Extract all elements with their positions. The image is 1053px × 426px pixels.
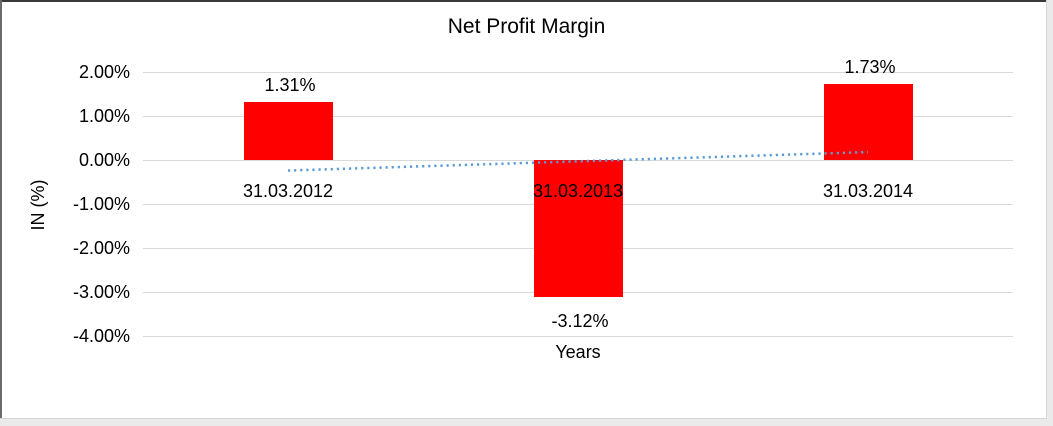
window-edge-right	[1046, 0, 1053, 419]
x-category-label: 31.03.2012	[242, 181, 334, 201]
data-label: -3.12%	[551, 311, 609, 331]
window-edge-top	[0, 0, 1053, 2]
gridline	[143, 72, 1013, 73]
data-label: 1.73%	[844, 57, 896, 77]
x-axis-title: Years	[555, 342, 601, 362]
y-tick-label: 2.00%	[78, 62, 130, 82]
chart-title: Net Profit Margin	[447, 15, 606, 38]
gridline	[143, 336, 1013, 337]
data-label: 1.31%	[264, 75, 316, 95]
y-tick-label: -2.00%	[72, 238, 130, 258]
window-edge-left	[0, 0, 2, 419]
bar-31.03.2013	[534, 160, 623, 297]
y-tick-label: -1.00%	[72, 194, 130, 214]
y-tick-label: -3.00%	[72, 282, 130, 302]
y-tick-label: 1.00%	[78, 106, 130, 126]
window-edge-bottom	[0, 418, 1053, 426]
y-tick-label: -4.00%	[72, 326, 130, 346]
gridline	[143, 116, 1013, 117]
bar-31.03.2012	[244, 102, 333, 160]
x-category-label: 31.03.2013	[532, 181, 624, 201]
y-tick-label: 0.00%	[78, 150, 130, 170]
x-category-label: 31.03.2014	[822, 181, 914, 201]
bar-31.03.2014	[824, 84, 913, 160]
